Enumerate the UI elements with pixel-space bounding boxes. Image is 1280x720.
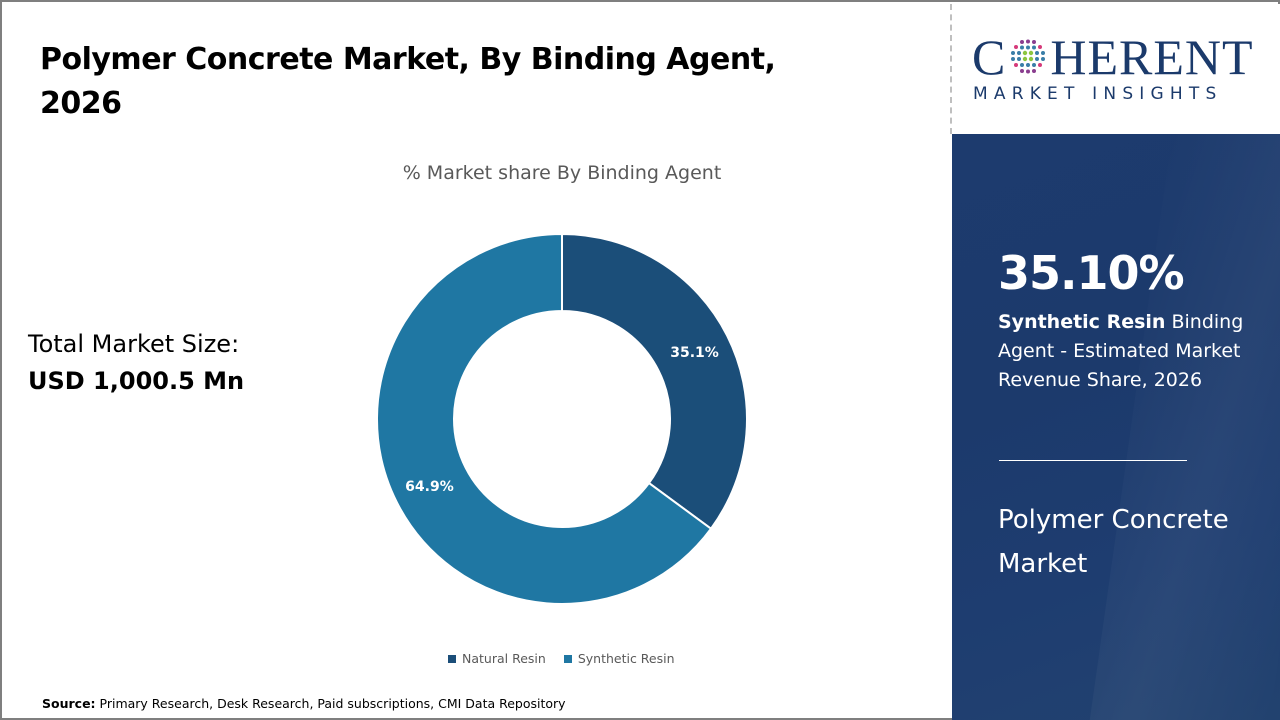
highlight-segment: Synthetic Resin	[998, 311, 1166, 333]
chart-legend: Natural Resin Synthetic Resin	[448, 651, 675, 666]
logo-letter-c: C	[972, 29, 1007, 85]
source-note: Source: Primary Research, Desk Research,…	[42, 696, 566, 711]
brand-logo: C HERENT MARKET INSIGHTS	[952, 4, 1280, 134]
donut-data-label: 64.9%	[405, 479, 454, 495]
legend-swatch-natural-resin	[448, 654, 456, 663]
globe-dots-icon	[1011, 39, 1046, 74]
logo-wordmark: C HERENT	[972, 32, 1254, 82]
legend-label: Synthetic Resin	[577, 651, 675, 666]
highlight-description: Synthetic Resin Binding Agent - Estimate…	[998, 308, 1268, 395]
page-title: Polymer Concrete Market, By Binding Agen…	[40, 38, 860, 126]
panel-divider	[950, 4, 952, 134]
logo-word-rest: HERENT	[1050, 29, 1254, 85]
donut-slice-synthetic-resin	[376, 232, 713, 605]
highlight-panel: 35.10% Synthetic Resin Binding Agent - E…	[952, 134, 1280, 720]
source-label: Source:	[42, 696, 96, 711]
donut-chart: 35.1% 64.9%	[376, 232, 748, 605]
highlight-desc-text: Binding Agent - Estimated Market Revenue…	[998, 311, 1244, 391]
total-market-size: Total Market Size: USD 1,000.5 Mn	[28, 326, 244, 400]
panel-texture	[1086, 134, 1280, 720]
title-line-1: Polymer Concrete Market, By Binding Agen…	[40, 42, 776, 77]
donut-data-label: 35.1%	[670, 345, 719, 361]
chart-title: % Market share By Binding Agent	[402, 162, 722, 184]
panel-market-name: Polymer Concrete Market	[998, 505, 1229, 579]
market-size-label: Total Market Size:	[28, 330, 240, 358]
legend-label: Natural Resin	[462, 651, 546, 666]
legend-item-natural-resin: Natural Resin	[448, 651, 546, 666]
highlight-stat: 35.10%	[998, 246, 1185, 300]
legend-swatch-synthetic-resin	[563, 654, 572, 663]
market-size-value: USD 1,000.5 Mn	[28, 367, 245, 395]
panel-separator	[999, 460, 1187, 461]
logo-tagline: MARKET INSIGHTS	[973, 84, 1223, 104]
legend-item-synthetic-resin: Synthetic Resin	[563, 651, 675, 666]
donut-slice-natural-resin	[561, 232, 748, 531]
source-text: Primary Research, Desk Research, Paid su…	[95, 696, 566, 711]
title-line-2: 2026	[40, 86, 122, 121]
